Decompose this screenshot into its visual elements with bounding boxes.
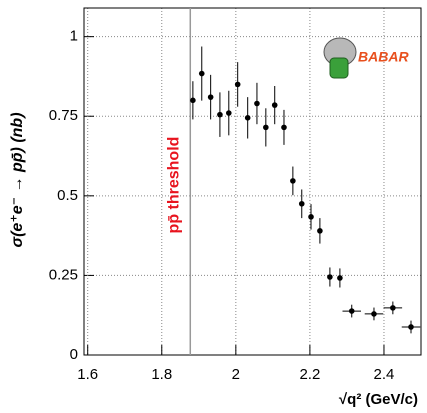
data-point [371,311,377,317]
data-point [281,124,287,131]
x-tick-label: 1.6 [77,366,98,383]
data-point [390,305,396,311]
data-point [271,102,278,108]
data-point [217,111,223,118]
x-tick-label: 2.2 [299,366,320,383]
data-point [225,110,232,116]
y-axis-label: σ(e⁺e⁻ → pp̄) (nb) [9,112,26,247]
data-point [190,97,196,104]
data-point [244,115,251,121]
data-point [308,214,314,220]
x-tick-label: 1.8 [151,366,172,383]
logo-body [329,57,349,79]
data-point [327,274,333,280]
y-tick-label: 0.75 [49,107,78,124]
data-point [234,81,241,88]
logo: BABAR [323,37,409,79]
data-point [198,70,205,77]
plot-frame [83,7,422,356]
y-tick-label: 1 [70,28,78,45]
data-point [348,308,355,314]
data-point [408,324,414,330]
data-point [298,200,305,207]
data-point [317,228,323,234]
data-point [207,94,214,100]
y-tick-label: 0 [70,346,78,363]
data-point [263,124,269,131]
data-point [290,178,296,184]
x-tick-label: 2 [232,366,240,383]
y-tick-label: 0.5 [57,187,78,204]
y-tick-label: 0.25 [49,266,78,283]
x-axis-label: √q² (GeV/c) [339,391,418,408]
x-tick-label: 2.4 [374,366,395,383]
threshold-label: pp̄ threshold [166,137,183,234]
data-point [254,100,260,107]
data-point [337,275,343,281]
